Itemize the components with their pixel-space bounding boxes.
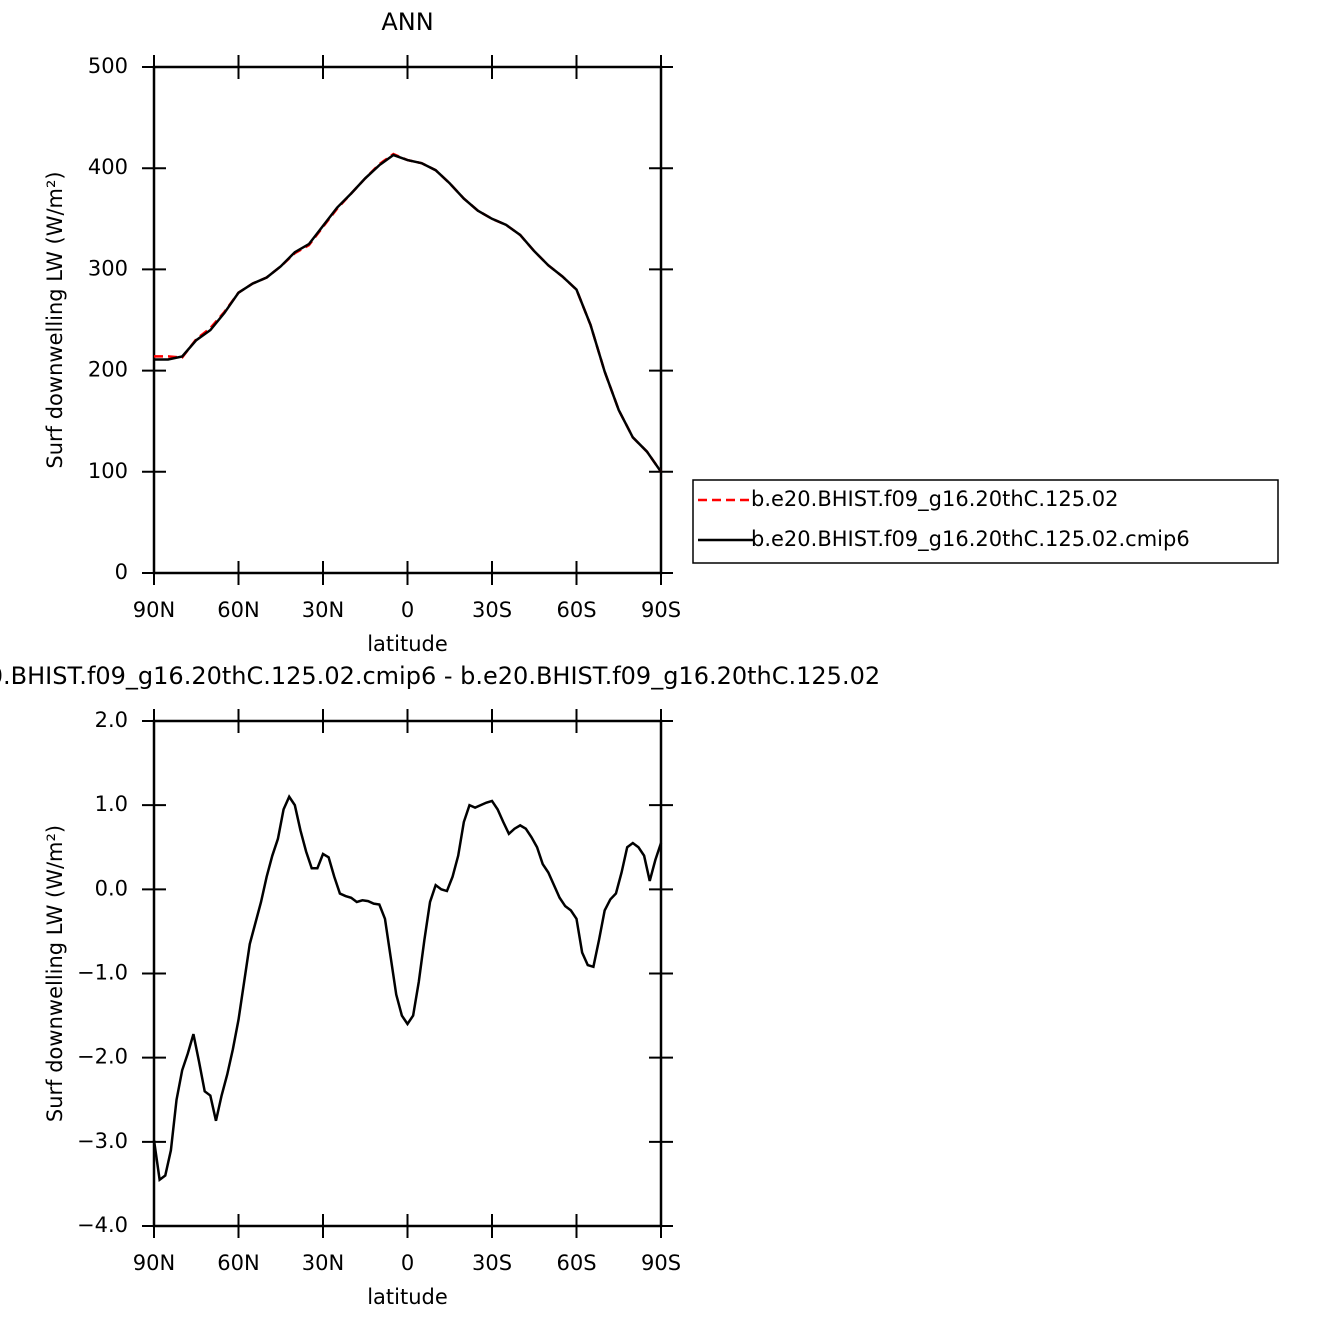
legend-label: b.e20.BHIST.f09_g16.20thC.125.02	[751, 487, 1118, 512]
x-axis-label: latitude	[367, 632, 448, 656]
x-axis-label: latitude	[367, 1285, 448, 1309]
x-tick-label: 30N	[302, 1251, 344, 1275]
legend-box	[692, 479, 1279, 564]
y-tick-label: 300	[88, 256, 128, 280]
y-axis-label: Surf downwelling LW (W/m²)	[43, 825, 67, 1122]
y-tick-label: 2.0	[95, 708, 128, 732]
y-tick-label: −2.0	[77, 1045, 128, 1069]
y-tick-label: 0	[115, 560, 128, 584]
y-tick-label: 400	[88, 155, 128, 179]
x-tick-label: 0	[401, 598, 414, 622]
chart-title: b.e20.BHIST.f09_g16.20thC.125.02.cmip6 -…	[0, 662, 880, 690]
x-tick-label: 60S	[556, 1251, 596, 1275]
y-axis-label: Surf downwelling LW (W/m²)	[43, 171, 67, 468]
y-tick-label: 0.0	[95, 876, 128, 900]
x-tick-label: 90N	[133, 1251, 175, 1275]
x-tick-label: 0	[401, 1251, 414, 1275]
x-tick-label: 90S	[641, 598, 681, 622]
x-tick-label: 60S	[556, 598, 596, 622]
x-tick-label: 90S	[641, 1251, 681, 1275]
y-tick-label: 200	[88, 358, 128, 382]
x-tick-label: 30N	[302, 598, 344, 622]
x-tick-label: 60N	[217, 1251, 259, 1275]
plot-frame	[152, 719, 663, 1228]
x-tick-label: 30S	[472, 598, 512, 622]
data-line	[152, 794, 663, 1182]
x-tick-label: 60N	[217, 598, 259, 622]
plot-frame	[152, 65, 663, 575]
y-tick-label: −1.0	[77, 961, 128, 985]
y-tick-label: 1.0	[95, 792, 128, 816]
legend-label: b.e20.BHIST.f09_g16.20thC.125.02.cmip6	[751, 527, 1190, 552]
y-tick-label: −4.0	[77, 1213, 128, 1237]
chart-title: ANN	[381, 8, 433, 36]
y-tick-label: 100	[88, 459, 128, 483]
x-tick-label: 30S	[472, 1251, 512, 1275]
y-tick-label: −3.0	[77, 1129, 128, 1153]
x-tick-label: 90N	[133, 598, 175, 622]
y-tick-label: 500	[88, 54, 128, 78]
data-line	[154, 153, 663, 473]
